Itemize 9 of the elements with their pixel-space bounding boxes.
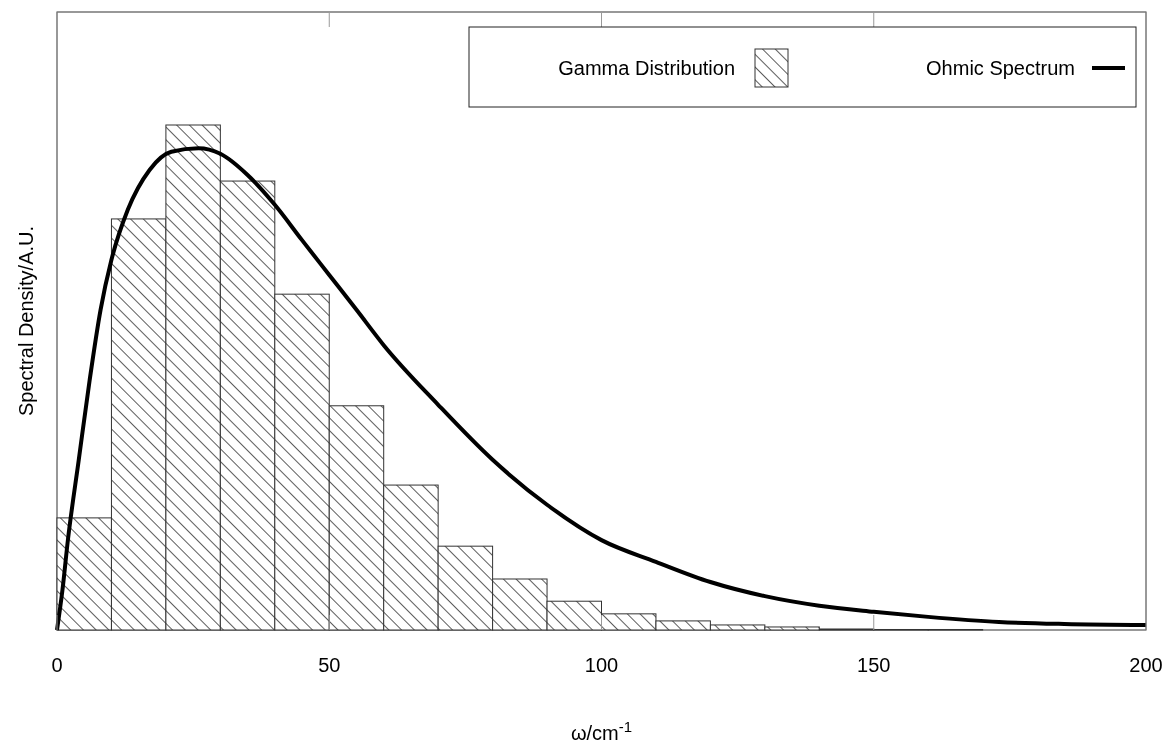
- x-tick-label: 100: [584, 654, 619, 676]
- x-tick-label: 200: [1129, 654, 1163, 676]
- x-axis-title: ω/cm$^{-1}$: [570, 717, 633, 744]
- legend-label: Ohmic Spectrum: [926, 57, 1075, 79]
- x-tick-label: 50: [318, 654, 341, 676]
- x-tick-label: 150: [857, 654, 891, 676]
- legend-label: Gamma Distribution: [558, 57, 735, 79]
- y-axis-title: Spectral Density/A.U.: [15, 225, 37, 417]
- x-tick-label: 0: [51, 654, 63, 676]
